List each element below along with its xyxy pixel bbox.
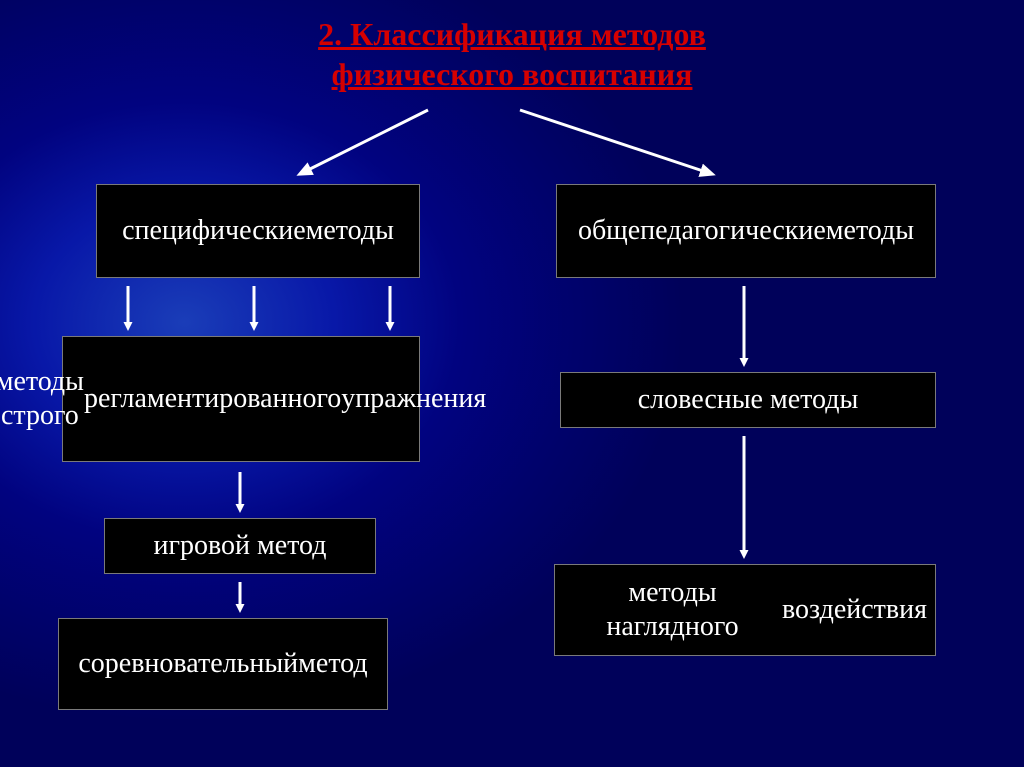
node-verbal-methods: словесные методы xyxy=(560,372,936,428)
node-visual-influence-methods: методы наглядноговоздействия xyxy=(554,564,936,656)
node-specific-methods: специфическиеметоды xyxy=(96,184,420,278)
slide-title: 2. Классификация методов физического вос… xyxy=(0,0,1024,94)
node-strictly-regulated-exercise: методы строгорегламентированногоупражнен… xyxy=(62,336,420,462)
node-general-pedagogical-methods: общепедагогическиеметоды xyxy=(556,184,936,278)
title-line-2: физического воспитания xyxy=(332,56,693,92)
node-competitive-method: соревновательныйметод xyxy=(58,618,388,710)
title-line-1: 2. Классификация методов xyxy=(318,16,706,52)
node-game-method: игровой метод xyxy=(104,518,376,574)
